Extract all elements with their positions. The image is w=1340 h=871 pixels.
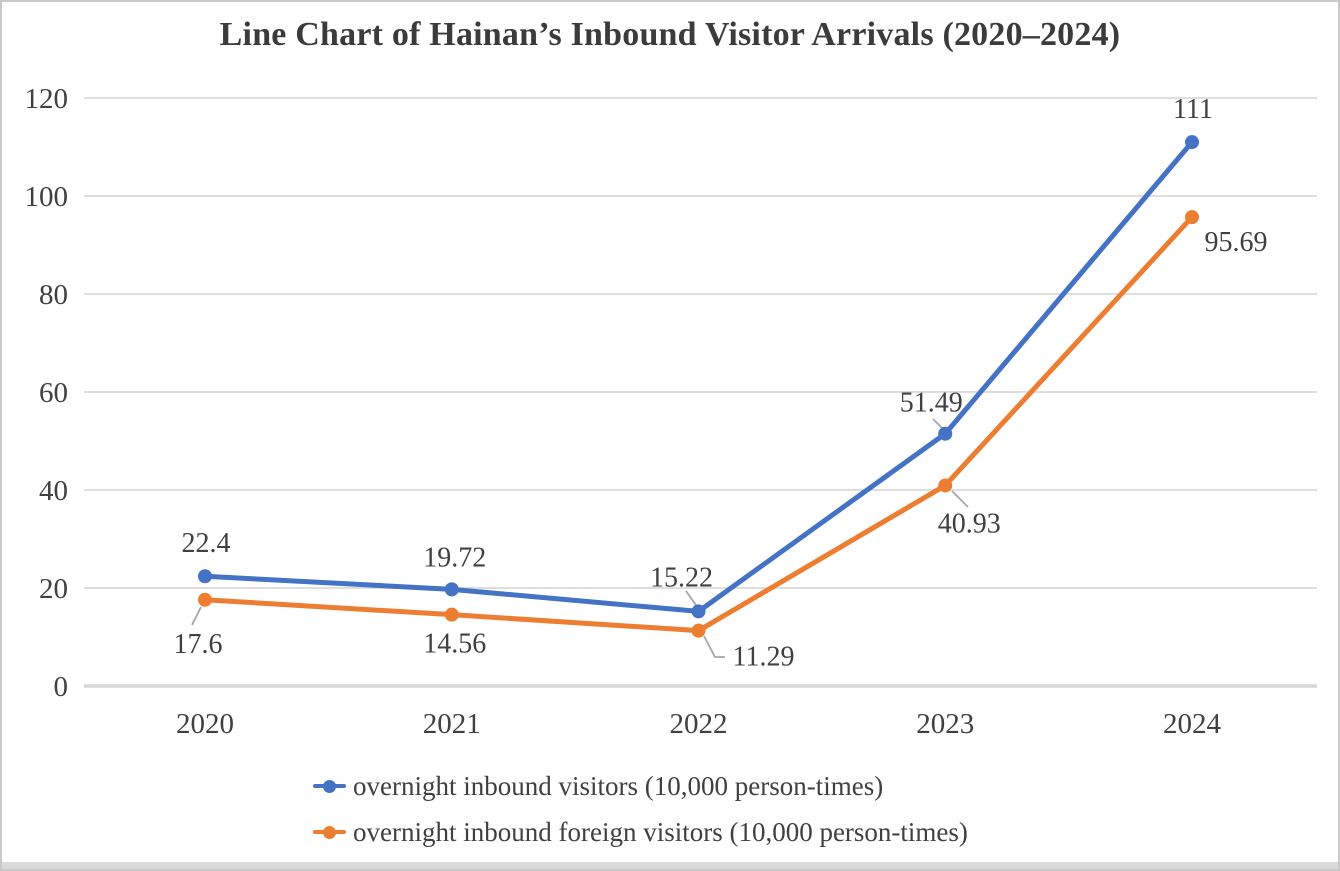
y-tick-label: 120	[25, 83, 69, 115]
y-tick-label: 100	[25, 181, 69, 213]
data-point-marker	[691, 623, 706, 638]
x-tick-label: 2022	[670, 708, 728, 740]
data-label: 22.4	[182, 528, 231, 559]
x-tick-label: 2024	[1163, 708, 1222, 740]
y-tick-label: 20	[39, 573, 68, 605]
data-point-marker	[938, 478, 953, 493]
data-label: 111	[1173, 94, 1213, 125]
label-leader-line	[951, 490, 969, 508]
chart-title: Line Chart of Hainan’s Inbound Visitor A…	[219, 16, 1121, 53]
data-label: 15.22	[650, 562, 713, 593]
data-point-marker	[938, 426, 953, 441]
y-tick-label: 80	[39, 279, 68, 311]
legend-item-overnight-inbound-foreign-visitors: overnight inbound foreign visitors (10,0…	[313, 809, 968, 855]
data-point-marker	[1185, 210, 1199, 225]
data-point-marker	[198, 569, 212, 584]
data-point-marker	[444, 607, 459, 622]
label-leader-line	[703, 635, 725, 658]
data-point-marker	[198, 592, 212, 607]
x-tick-label: 2021	[423, 708, 481, 740]
data-label: 40.93	[938, 508, 1001, 539]
data-label: 51.49	[900, 388, 963, 419]
data-label: 11.29	[733, 642, 795, 673]
label-leader-line	[191, 606, 202, 626]
legend-line-marker-icon	[313, 779, 346, 793]
legend-label-overnight-inbound-visitors: overnight inbound visitors (10,000 perso…	[353, 770, 884, 801]
data-label: 14.56	[423, 629, 486, 660]
y-tick-label: 40	[39, 475, 68, 507]
y-tick-label: 60	[39, 377, 68, 409]
y-tick-label: 0	[54, 671, 69, 703]
bottom-bar	[2, 862, 1338, 869]
legend-label-overnight-inbound-foreign-visitors: overnight inbound foreign visitors (10,0…	[353, 816, 968, 847]
data-label: 95.69	[1205, 227, 1268, 258]
x-tick-label: 2020	[176, 708, 234, 740]
data-point-marker	[691, 604, 706, 619]
data-label: 19.72	[423, 542, 486, 573]
data-point-marker	[444, 582, 459, 597]
data-label: 17.6	[174, 629, 223, 660]
x-tick-label: 2023	[916, 708, 974, 740]
legend-line-marker-icon	[313, 825, 346, 839]
legend-item-overnight-inbound-visitors: overnight inbound visitors (10,000 perso…	[313, 763, 968, 809]
data-point-marker	[1185, 135, 1199, 150]
legend: overnight inbound visitors (10,000 perso…	[313, 763, 968, 855]
